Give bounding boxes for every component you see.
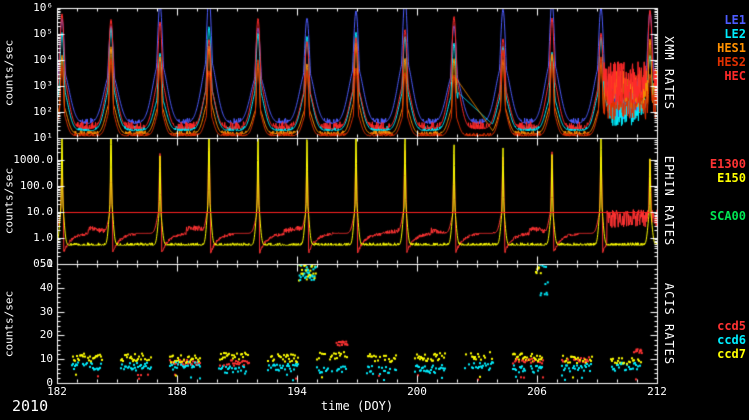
y-tick-label: 10³ [33, 79, 53, 92]
y-tick-label: 10⁵ [33, 27, 53, 40]
x-tick-label: 200 [407, 385, 427, 398]
y-axis-title: counts/sec [2, 290, 16, 357]
y-tick-label: 1000.0 [13, 153, 53, 167]
y-axis-title: counts/sec [2, 39, 16, 107]
y-tick-label: 10² [33, 105, 53, 118]
y-tick-label: 50 [39, 257, 53, 270]
panel-title-acis-rates: ACIS RATES [662, 282, 676, 365]
x-tick-label: 194 [287, 385, 307, 398]
y-tick-label: 10¹ [33, 131, 53, 144]
legend-e1300: E1300 [709, 157, 746, 171]
y-tick-label: 1.0 [33, 231, 53, 245]
y-tick-label: 10.0 [26, 205, 54, 219]
legend-ccd6: ccd6 [717, 333, 746, 347]
y-tick-label: 10⁶ [33, 1, 53, 14]
legend-hec: HEC [724, 69, 746, 83]
y-tick-label: 40 [39, 280, 53, 294]
y-tick-label: 30 [39, 304, 53, 318]
y-tick-label: 10 [39, 352, 53, 366]
y-tick-label: 0 [46, 376, 53, 389]
x-tick-label: 212 [647, 385, 667, 398]
x-tick-label: 182 [47, 385, 67, 398]
x-tick-label: 206 [527, 385, 547, 398]
y-tick-label: 10⁴ [33, 53, 53, 66]
y-tick-label: 100.0 [19, 179, 53, 193]
panel-title-ephin-rates: EPHIN RATES [662, 155, 676, 247]
legend-le2: LE2 [724, 27, 746, 41]
y-tick-label: 0.1 [33, 257, 53, 270]
legend-sca00: SCA00 [709, 209, 746, 223]
legend-le1: LE1 [724, 13, 746, 27]
legend-e150: E150 [717, 171, 746, 185]
y-tick-label: 20 [39, 328, 53, 342]
legend-hes1: HES1 [717, 41, 746, 55]
x-axis-title: time (DOY) [320, 399, 394, 413]
x-tick-label: 188 [167, 385, 187, 398]
legend-hes2: HES2 [717, 55, 746, 69]
y-axis-title: counts/sec [2, 167, 16, 235]
legend-ccd5: ccd5 [717, 319, 746, 333]
legend-ccd7: ccd7 [717, 347, 746, 361]
year-label: 2010 [12, 397, 49, 415]
panel-title-xmm-rates: XMM RATES [662, 35, 676, 111]
